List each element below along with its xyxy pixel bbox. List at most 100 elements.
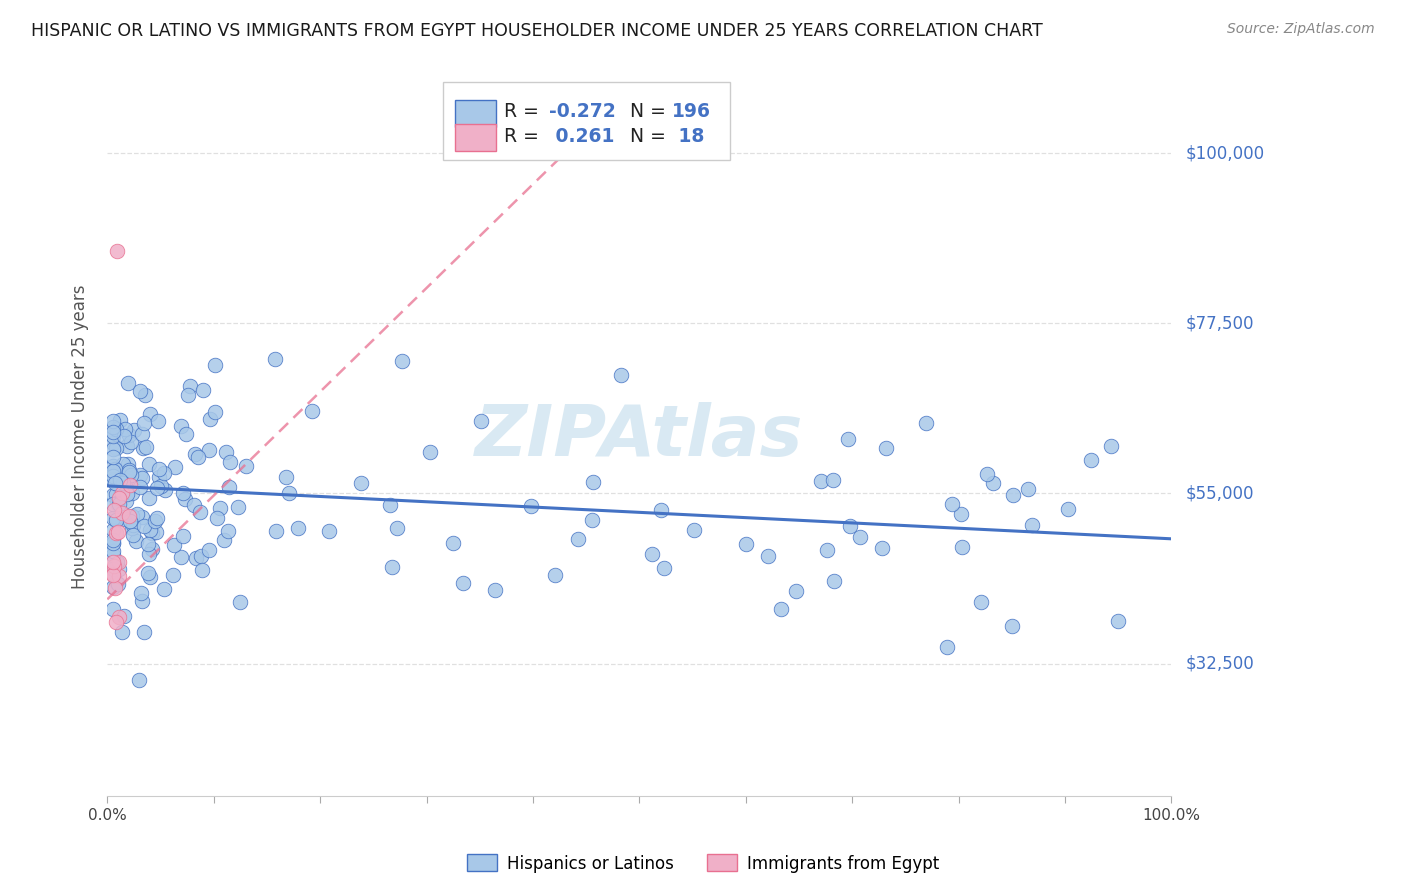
Point: [101, 442, 124, 457]
Point: [121, 485, 143, 500]
Point: [264, 524, 287, 538]
Text: R =: R =: [505, 103, 546, 121]
Point: [1080, 453, 1102, 467]
Point: [169, 550, 191, 565]
Text: -0.272: -0.272: [548, 103, 616, 121]
Point: [184, 550, 207, 565]
Point: [131, 426, 153, 441]
Point: [301, 404, 323, 418]
Point: [821, 474, 844, 488]
Text: ZIPAtlas: ZIPAtlas: [475, 402, 804, 471]
Point: [103, 554, 125, 568]
Point: [1099, 439, 1122, 453]
Point: [121, 518, 143, 533]
Point: [1108, 614, 1130, 628]
Point: [129, 384, 152, 398]
Point: [125, 533, 148, 548]
Point: [141, 541, 163, 556]
Point: [105, 555, 128, 569]
Point: [120, 478, 142, 492]
FancyBboxPatch shape: [456, 100, 496, 127]
Point: [129, 480, 152, 494]
Point: [146, 481, 169, 495]
Point: [837, 432, 859, 446]
Point: [121, 521, 143, 535]
Point: [110, 473, 132, 487]
Point: [105, 496, 128, 510]
Point: [163, 538, 186, 552]
Y-axis label: Householder Income Under 25 years: Householder Income Under 25 years: [72, 285, 89, 589]
Point: [132, 441, 155, 455]
Point: [111, 457, 134, 471]
Point: [101, 464, 124, 478]
Point: [205, 510, 228, 524]
Point: [582, 475, 605, 489]
Point: [769, 602, 792, 616]
Point: [381, 560, 404, 574]
Point: [101, 414, 124, 428]
Point: [114, 511, 136, 525]
Point: [208, 501, 231, 516]
Point: [105, 244, 128, 259]
Point: [101, 429, 124, 443]
Point: [914, 416, 936, 430]
Point: [101, 549, 124, 563]
Point: [101, 468, 124, 483]
Text: 18: 18: [672, 127, 704, 146]
Point: [484, 583, 506, 598]
Point: [165, 459, 187, 474]
Point: [815, 542, 838, 557]
Point: [212, 533, 235, 547]
Point: [875, 441, 897, 455]
Text: 196: 196: [672, 103, 711, 121]
Point: [139, 570, 162, 584]
Point: [190, 549, 212, 564]
Point: [1017, 483, 1039, 497]
Point: [118, 463, 141, 477]
Point: [117, 457, 139, 471]
Point: [756, 549, 779, 564]
Point: [132, 416, 155, 430]
Point: [581, 513, 603, 527]
Point: [101, 523, 124, 537]
Point: [640, 547, 662, 561]
Point: [380, 498, 402, 512]
Point: [567, 533, 589, 547]
Point: [135, 440, 157, 454]
Point: [610, 368, 633, 382]
Point: [105, 526, 128, 541]
Point: [145, 524, 167, 539]
Point: [107, 610, 129, 624]
Point: [198, 543, 221, 558]
Point: [107, 576, 129, 591]
Point: [139, 524, 162, 538]
Point: [104, 475, 127, 490]
Point: [785, 584, 807, 599]
Point: [839, 519, 862, 533]
Point: [138, 457, 160, 471]
Point: [112, 609, 135, 624]
Point: [170, 418, 193, 433]
Point: [652, 561, 675, 575]
Point: [101, 580, 124, 594]
Point: [103, 502, 125, 516]
Point: [179, 379, 201, 393]
Point: [183, 498, 205, 512]
Point: [105, 615, 128, 629]
Point: [110, 484, 132, 499]
Point: [112, 476, 135, 491]
Point: [132, 518, 155, 533]
Point: [115, 439, 138, 453]
Point: [105, 486, 128, 500]
Point: [114, 466, 136, 480]
Point: [823, 574, 845, 589]
Point: [981, 476, 1004, 491]
Point: [218, 480, 240, 494]
Point: [176, 426, 198, 441]
Point: [148, 470, 170, 484]
Point: [172, 485, 194, 500]
Point: [101, 602, 124, 616]
Text: $100,000: $100,000: [1185, 145, 1264, 162]
Point: [120, 434, 142, 449]
Point: [131, 471, 153, 485]
